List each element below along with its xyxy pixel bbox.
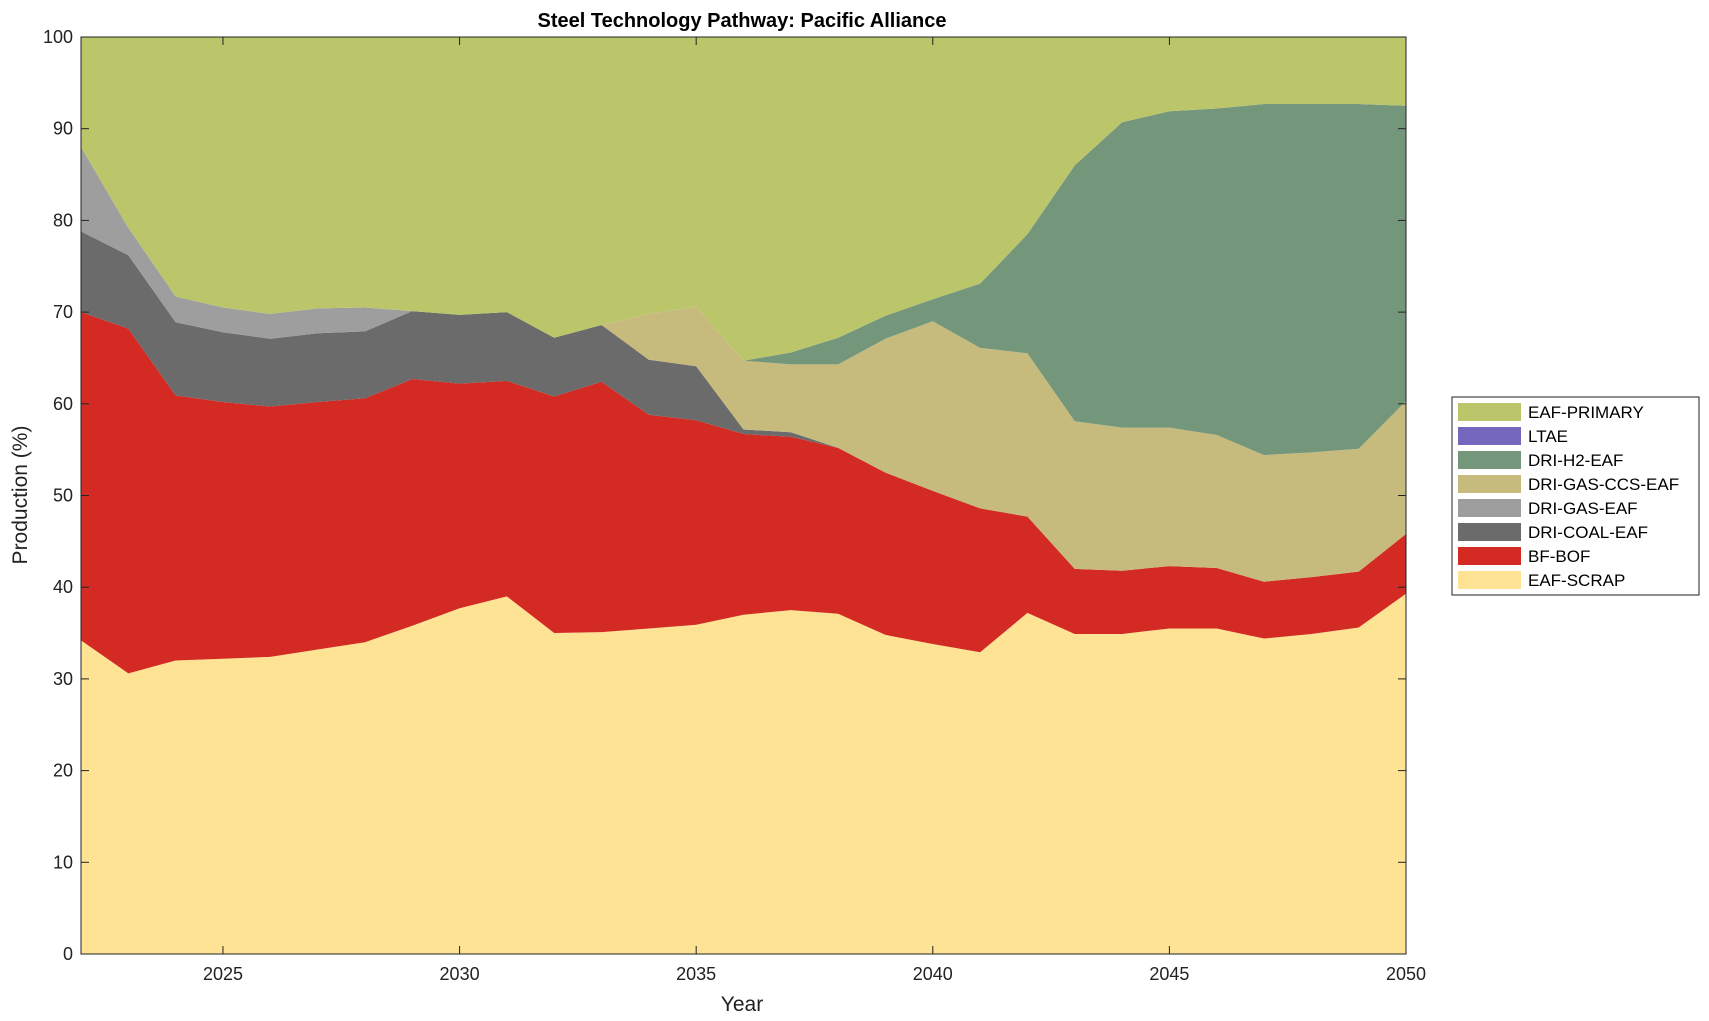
y-tick-label: 100 xyxy=(43,27,73,47)
legend-swatch-dri-gas-eaf xyxy=(1458,499,1521,517)
y-tick-label: 0 xyxy=(63,944,73,964)
x-tick-label: 2045 xyxy=(1149,964,1189,984)
x-tick-label: 2035 xyxy=(676,964,716,984)
x-axis: 2025 2030 2035 2040 2045 2050 xyxy=(203,37,1426,984)
y-tick-label: 80 xyxy=(53,210,73,230)
x-tick-label: 2040 xyxy=(913,964,953,984)
area-dri-coal-eaf xyxy=(81,231,1406,582)
y-tick-label: 20 xyxy=(53,761,73,781)
area-dri-gas-ccs-eaf xyxy=(81,147,1406,582)
y-axis: 0 10 20 30 40 50 60 70 80 90 100 xyxy=(43,27,1406,964)
legend-label-ltae: LTAE xyxy=(1528,427,1568,446)
area-bf-bof xyxy=(81,312,1406,674)
y-tick-label: 40 xyxy=(53,577,73,597)
x-tick-label: 2025 xyxy=(203,964,243,984)
y-tick-label: 90 xyxy=(53,119,73,139)
legend-label-dri-h2-eaf: DRI-H2-EAF xyxy=(1528,451,1623,470)
area-eaf-primary xyxy=(81,37,1406,361)
legend-swatch-dri-h2-eaf xyxy=(1458,451,1521,469)
legend-swatch-eaf-scrap xyxy=(1458,571,1521,589)
legend-label-bf-bof: BF-BOF xyxy=(1528,547,1590,566)
legend-label-dri-gas-eaf: DRI-GAS-EAF xyxy=(1528,499,1638,518)
legend-label-dri-gas-ccs-eaf: DRI-GAS-CCS-EAF xyxy=(1528,475,1679,494)
legend-swatch-ltae xyxy=(1458,427,1521,445)
legend-label-dri-coal-eaf: DRI-COAL-EAF xyxy=(1528,523,1648,542)
x-axis-label: Year xyxy=(721,993,763,1016)
area-series-group xyxy=(81,37,1406,954)
area-dri-h2-eaf xyxy=(81,103,1406,456)
legend-label-eaf-scrap: EAF-SCRAP xyxy=(1528,571,1625,590)
y-tick-label: 60 xyxy=(53,394,73,414)
chart-title: Steel Technology Pathway: Pacific Allian… xyxy=(537,10,946,32)
legend: EAF-PRIMARY LTAE DRI-H2-EAF DRI-GAS-CCS-EAF… xyxy=(1451,396,1700,596)
y-tick-label: 10 xyxy=(53,852,73,872)
legend-swatch-dri-coal-eaf xyxy=(1458,523,1521,541)
y-tick-label: 30 xyxy=(53,669,73,689)
y-tick-label: 50 xyxy=(53,486,73,506)
legend-swatch-dri-gas-ccs-eaf xyxy=(1458,475,1521,493)
area-eaf-scrap xyxy=(81,593,1406,954)
legend-swatch-eaf-primary xyxy=(1458,403,1521,421)
y-axis-label: Production (%) xyxy=(9,426,32,565)
x-tick-label: 2030 xyxy=(440,964,480,984)
legend-swatch-bf-bof xyxy=(1458,547,1521,565)
y-tick-label: 70 xyxy=(53,302,73,322)
legend-label-eaf-primary: EAF-PRIMARY xyxy=(1528,403,1644,422)
x-tick-label: 2050 xyxy=(1386,964,1426,984)
